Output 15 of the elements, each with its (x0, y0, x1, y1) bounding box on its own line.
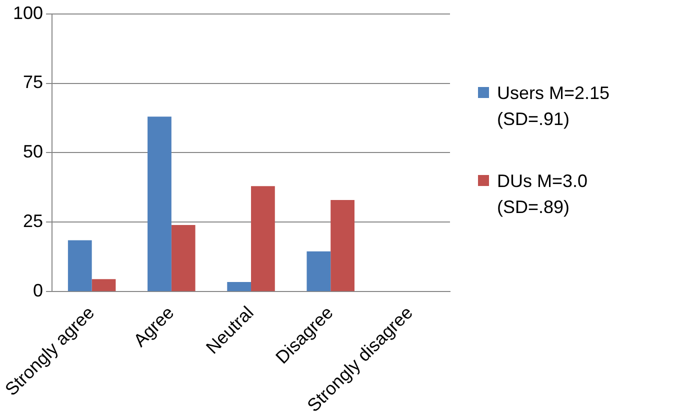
bar (306, 251, 331, 292)
legend-label: DUs M=3.0 (SD=.89) (497, 170, 589, 219)
bar (68, 240, 92, 292)
y-tick-label: 25 (23, 211, 44, 232)
bar (227, 282, 252, 292)
y-tick-label: 75 (23, 72, 44, 92)
y-tick-label: 100 (12, 2, 44, 23)
bar (251, 186, 275, 292)
bar (148, 116, 172, 292)
y-tick-label: 0 (33, 280, 44, 301)
legend-label: Users M=2.15 (SD=.91) (497, 82, 611, 131)
bar (92, 279, 116, 292)
bar (330, 200, 354, 292)
bar (171, 224, 196, 292)
y-tick-label: 50 (23, 142, 44, 162)
